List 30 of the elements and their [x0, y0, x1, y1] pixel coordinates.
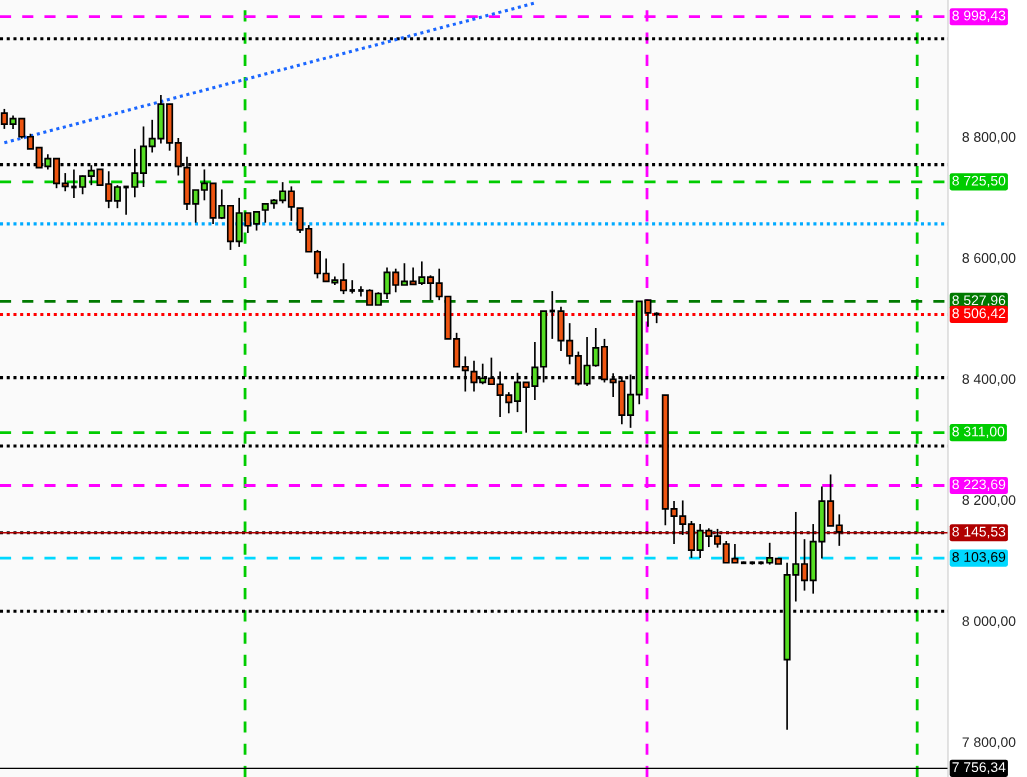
ref-line-label: 8 311,00: [952, 426, 1005, 439]
candlestick: [340, 262, 348, 295]
candlestick: [279, 181, 287, 205]
ref-line-label: 8 506,42: [952, 308, 1006, 320]
y-tick-label: 7 800,00: [962, 737, 1016, 749]
y-tick-label: 8 600,00: [962, 253, 1016, 265]
candlestick: [0, 108, 8, 130]
candlestick: [313, 249, 321, 280]
ref-line-label: 8 223,69: [952, 479, 1006, 491]
candlestick: [426, 274, 435, 301]
y-tick-label: 8 800,00: [962, 132, 1016, 144]
candlestick: [200, 168, 208, 202]
candlestick: [253, 210, 261, 232]
candlestick: [79, 174, 87, 196]
y-tick-label: 8 000,00: [962, 616, 1016, 628]
candlestick: [113, 184, 121, 210]
y-tick-label: 8 400,00: [962, 374, 1016, 386]
candlestick: [800, 538, 809, 592]
candlestick: [287, 185, 295, 222]
ref-line-label: 8 145,53: [952, 526, 1006, 539]
ref-line-label: 8 103,69: [952, 552, 1006, 564]
ref-line-label: 7 756,34: [952, 762, 1006, 774]
candlestick: [400, 262, 408, 286]
ref-line-label: 8 998,43: [952, 10, 1006, 23]
candlestick: [766, 541, 774, 566]
ref-line-label: 8 725,50: [952, 175, 1006, 188]
candlestick: [348, 279, 357, 295]
ref-line-label: 8 527,96: [952, 295, 1006, 307]
candlestick: [61, 172, 69, 193]
y-tick-label: 8 200,00: [962, 495, 1016, 507]
